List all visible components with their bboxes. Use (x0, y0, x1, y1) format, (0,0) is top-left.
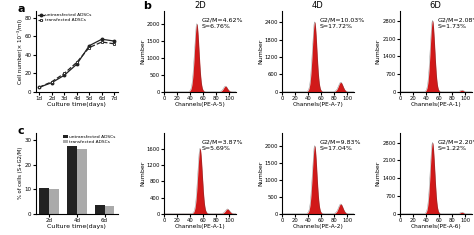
X-axis label: Channels(PE-A-7): Channels(PE-A-7) (292, 102, 343, 107)
Bar (77, 149, 87, 214)
transfected ADSCs (49, 80, 55, 83)
Y-axis label: Cell number(× 10⁻³/ml): Cell number(× 10⁻³/ml) (17, 19, 23, 84)
X-axis label: Channels(PE-A-1): Channels(PE-A-1) (174, 224, 226, 229)
Legend: untransfected ADSCs, transfected ADSCs: untransfected ADSCs, transfected ADSCs (38, 13, 91, 23)
transfected ADSCs (74, 61, 80, 64)
Y-axis label: Number: Number (376, 39, 381, 64)
Y-axis label: % of cells (S+G2/M): % of cells (S+G2/M) (18, 147, 23, 199)
Line: untransfected ADSCs: untransfected ADSCs (38, 38, 116, 89)
untransfected ADSCs (62, 74, 67, 77)
Title: 2D: 2D (194, 1, 206, 10)
Legend: untransfected ADSCs, transfected ADSCs: untransfected ADSCs, transfected ADSCs (63, 135, 116, 145)
Text: G2/M=2.08%
S=1.73%: G2/M=2.08% S=1.73% (437, 17, 474, 29)
Bar (95, 205, 105, 214)
Bar (39, 188, 49, 214)
Y-axis label: Number: Number (140, 39, 145, 64)
untransfected ADSCs (36, 86, 42, 89)
transfected ADSCs (62, 72, 67, 75)
untransfected ADSCs (74, 63, 80, 66)
untransfected ADSCs (99, 38, 105, 41)
Text: c: c (18, 126, 24, 136)
Y-axis label: Number: Number (258, 39, 263, 64)
untransfected ADSCs (111, 40, 117, 43)
Text: G2/M=2.20%
S=1.22%: G2/M=2.20% S=1.22% (437, 139, 474, 151)
transfected ADSCs (111, 43, 117, 45)
X-axis label: Channels(PE-A-6): Channels(PE-A-6) (410, 224, 461, 229)
transfected ADSCs (86, 46, 92, 49)
X-axis label: Channels(PE-A-5): Channels(PE-A-5) (174, 102, 226, 107)
X-axis label: Channels(PE-A-1): Channels(PE-A-1) (410, 102, 461, 107)
untransfected ADSCs (49, 81, 55, 84)
Line: transfected ADSCs: transfected ADSCs (38, 41, 116, 89)
Text: G2/M=10.03%
S=17.72%: G2/M=10.03% S=17.72% (319, 17, 365, 29)
Text: G2/M=9.83%
S=17.04%: G2/M=9.83% S=17.04% (319, 139, 361, 151)
X-axis label: Channels(PE-A-2): Channels(PE-A-2) (292, 224, 343, 229)
Text: G2/M=3.87%
S=5.69%: G2/M=3.87% S=5.69% (201, 139, 243, 151)
Text: G2/M=4.62%
S=6.76%: G2/M=4.62% S=6.76% (201, 17, 243, 29)
Text: b: b (143, 1, 151, 11)
Y-axis label: Number: Number (258, 161, 263, 186)
X-axis label: Culture time(days): Culture time(days) (47, 224, 106, 229)
Title: 6D: 6D (430, 1, 442, 10)
Title: 4D: 4D (312, 1, 324, 10)
Y-axis label: Number: Number (140, 161, 145, 186)
transfected ADSCs (36, 86, 42, 89)
Bar (67, 146, 77, 214)
Text: a: a (18, 4, 25, 14)
untransfected ADSCs (86, 44, 92, 47)
transfected ADSCs (99, 41, 105, 43)
Bar (49, 189, 59, 214)
Bar (105, 207, 114, 214)
Y-axis label: Number: Number (376, 161, 381, 186)
X-axis label: Culture time(days): Culture time(days) (47, 102, 106, 107)
